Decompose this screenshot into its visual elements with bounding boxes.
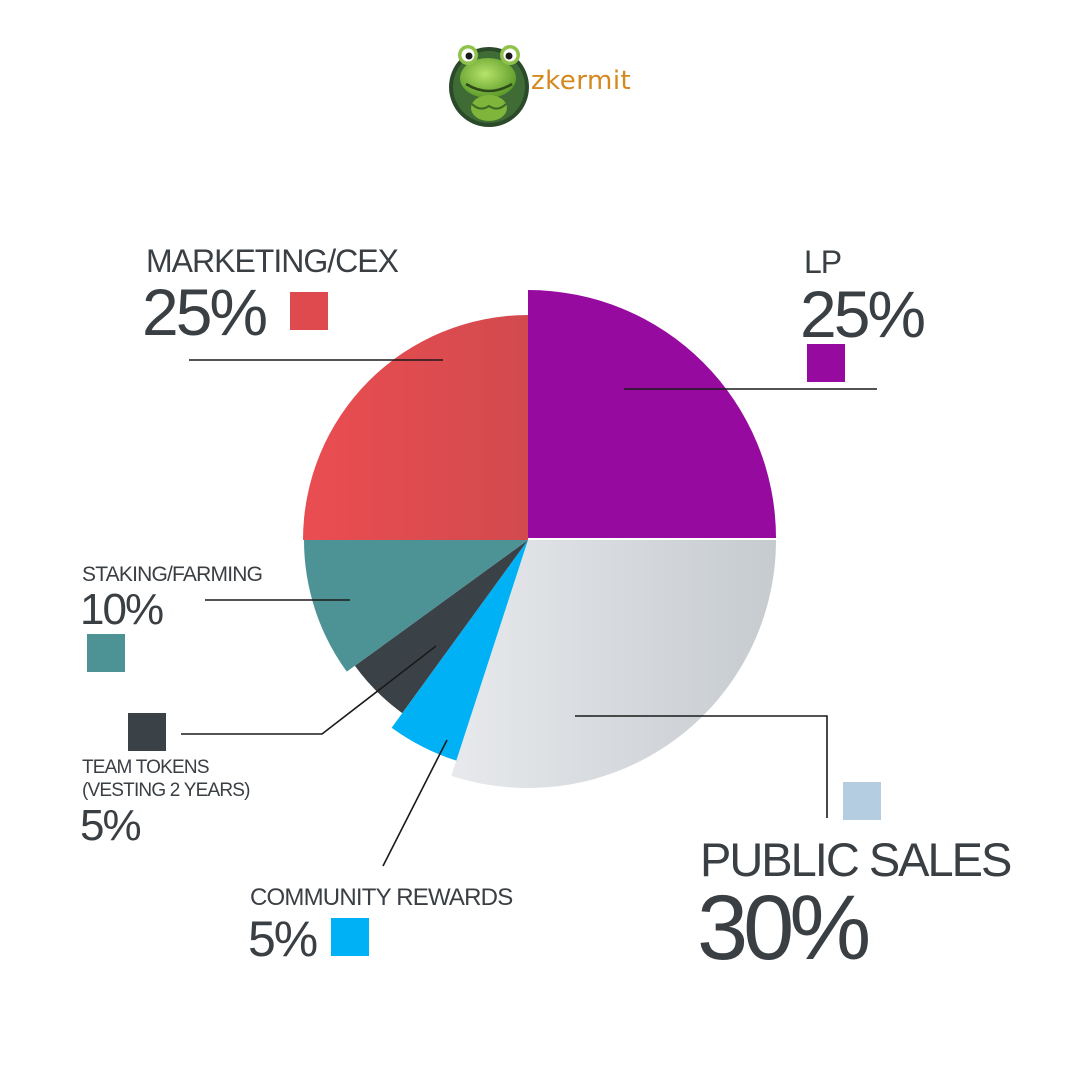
legend-swatch-community [331, 918, 369, 956]
slice-value-lp: 25% [800, 277, 926, 351]
frog-logo-icon [449, 45, 529, 127]
pie-slice-marketing-cex [303, 315, 528, 540]
legend-swatch-lp [807, 344, 845, 382]
brand-name: zkermit [531, 66, 632, 96]
legend-swatch-staking [87, 634, 125, 672]
slice-label-staking: STAKING/FARMING [82, 563, 263, 586]
slice-value-staking: 10% [80, 585, 164, 634]
pie-slice-community-rewards [391, 540, 528, 761]
slice-label-marketing: MARKETING/CEX [146, 243, 399, 279]
slice-value-team: 5% [80, 801, 142, 850]
slice-value-public-sales: 30% [697, 877, 871, 979]
pie-slice-public-sales [451, 540, 776, 788]
slice-value-community: 5% [248, 911, 318, 967]
slice-label-public-sales: PUBLIC SALES [700, 833, 1012, 886]
slice-label-team: TEAM TOKENS (VESTING 2 YEARS) [82, 757, 250, 801]
legend-swatch-marketing [290, 292, 328, 330]
legend-swatch-team [128, 713, 166, 751]
pie-slice-lp [528, 290, 776, 538]
legend-swatch-public-sales [843, 782, 881, 820]
leader-line-community [382, 739, 448, 867]
slice-label-community: COMMUNITY REWARDS [250, 884, 513, 911]
pie-slice-staking-farming [304, 540, 528, 672]
leader-line-team [181, 645, 437, 735]
leader-line-public-sales [575, 715, 828, 818]
slice-label-lp: LP [804, 244, 842, 280]
pie-slice-team-tokens [354, 540, 528, 714]
slice-value-marketing: 25% [142, 275, 268, 349]
